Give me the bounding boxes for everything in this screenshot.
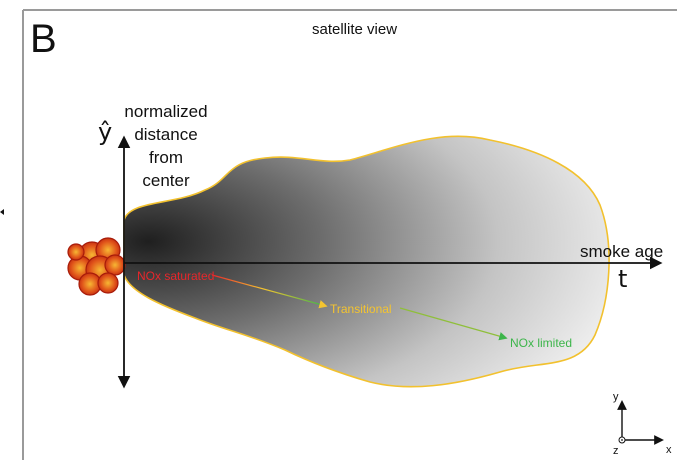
y-axis-label-line: from <box>149 148 183 167</box>
y-axis-label-line: normalized <box>124 102 207 121</box>
x-axis-label: smoke age <box>580 242 663 261</box>
regime-label-nox-limited: NOx limited <box>510 336 572 350</box>
trajectory-segment-1 <box>211 274 328 309</box>
panel-title: satellite view <box>312 21 397 38</box>
x-axis-symbol: t <box>618 265 627 293</box>
trajectory-segment-2 <box>399 307 508 341</box>
y-axis-label: normalized distance from center <box>124 102 207 190</box>
smoke-plume <box>123 135 610 388</box>
y-axis-label-line: center <box>142 171 190 190</box>
mini-axis-x-label: x <box>666 444 672 456</box>
mini-coordinate-axes: y x z <box>613 391 672 457</box>
panel-frame <box>22 9 677 460</box>
mini-axis-z-label: z <box>613 445 619 457</box>
panel-letter: B <box>30 17 57 61</box>
regime-label-nox-saturated: NOx saturated <box>137 269 214 283</box>
y-axis-label-line: distance <box>134 125 197 144</box>
regime-label-transitional: Transitional <box>330 302 392 316</box>
arrow-right-icon <box>0 209 4 215</box>
mini-axis-y-label: y <box>613 391 619 403</box>
y-axis-symbol: ŷ <box>98 118 112 146</box>
fire-icon <box>67 237 126 296</box>
